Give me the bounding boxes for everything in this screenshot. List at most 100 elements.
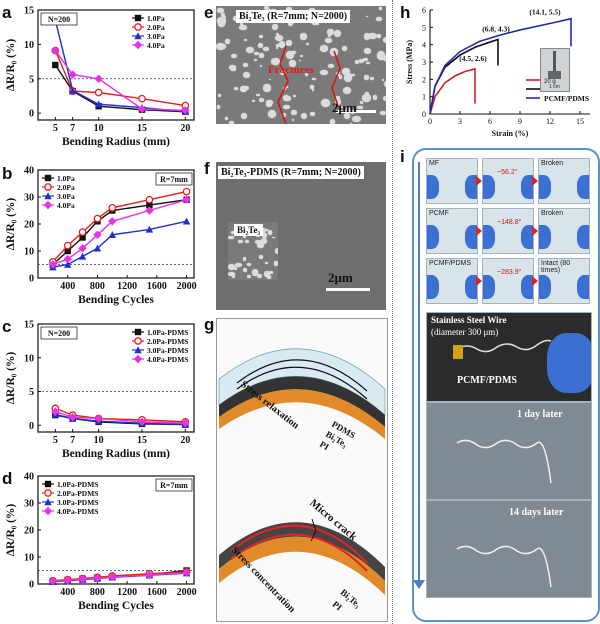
x-tick-label: 400 [60, 281, 75, 292]
data-point-2.0Pa [78, 228, 87, 236]
sem-grain [378, 6, 383, 10]
sem-grain [354, 60, 360, 64]
sem-grain [238, 239, 244, 243]
x-tick-label: 5 [53, 435, 58, 446]
chart-a: 5 7 10 15 20 0 5 10 15 Bending Radius (mm) ΔR/R₀ (… [5, 6, 195, 148]
bend-photo: PCMF [426, 208, 478, 254]
sem-grain [335, 98, 341, 105]
legend-label: 3.0Pa-PDMS [147, 346, 188, 355]
sem-grain [341, 45, 347, 52]
day1-wire [456, 439, 552, 484]
scale-text-f: 2μm [328, 270, 353, 285]
time-arrow-head [413, 580, 425, 589]
peak-annotation: (6.8, 4.3) [482, 24, 510, 33]
sem-grain [220, 44, 226, 49]
sem-grain [298, 60, 301, 62]
sem-grain [234, 263, 242, 268]
y-tick-label: 5 [29, 387, 34, 398]
panel-i-frame [412, 148, 600, 622]
series-line-2.0Pa [54, 50, 186, 107]
legend-marker [133, 354, 143, 364]
sem-grain [287, 20, 294, 27]
sem-grain [283, 105, 290, 110]
panel-label-b: b [2, 164, 13, 183]
bend-photo: Broken [538, 158, 590, 204]
sem-grain [324, 37, 332, 44]
data-point-3.0Pa [93, 244, 102, 252]
sem-grain [289, 60, 296, 67]
sem-grain [247, 275, 252, 279]
x-axis-label: Strain (%) [492, 129, 529, 138]
x-tick-label: 15 [137, 123, 147, 134]
panel-label-f: f [204, 159, 210, 178]
scale-bar-e [336, 110, 376, 113]
glove-right [521, 175, 533, 199]
data-point-2.0Pa [94, 88, 103, 97]
data-point-2.0Pa [182, 187, 191, 196]
sem-grain [242, 72, 250, 78]
condition-box [40, 326, 78, 340]
bend-photo: ~56.2° [482, 158, 534, 204]
data-point-4.0Pa-PDMS [78, 574, 87, 584]
sem-grain [268, 78, 271, 80]
x-tick-label: 20 [180, 123, 190, 134]
y-tick-label: 10 [24, 553, 34, 564]
data-point-4.0Pa-PDMS [182, 568, 191, 577]
scale-text-e: 2μm [332, 100, 357, 115]
sem-grain [218, 94, 222, 98]
data-point-1.0Pa [79, 234, 86, 241]
legend-label: 2.0Pa-PDMS [147, 337, 188, 346]
series-line-3.0Pa [54, 20, 186, 113]
data-point-2.0Pa [138, 94, 146, 103]
sem-grain [291, 118, 295, 121]
sem-grain [229, 64, 236, 70]
sem-grain [309, 85, 315, 89]
legend-label: 2.0Pa [147, 23, 165, 32]
panel-label-d: d [2, 469, 13, 488]
sem-grain [312, 78, 316, 81]
data-point-3.0Pa [182, 217, 191, 225]
sem-grain [364, 75, 370, 80]
x-tick-label: 800 [90, 587, 105, 598]
y-tick-label: 20 [24, 526, 34, 537]
plot-frame [37, 9, 195, 121]
x-tick-label: 1600 [147, 587, 167, 598]
sem-grain [245, 239, 250, 244]
sem-grain [276, 33, 279, 35]
legend-marker [44, 489, 52, 497]
legend-marker [134, 23, 142, 31]
legend-label: 4.0Pa-PDMS [57, 507, 98, 516]
divider [392, 0, 393, 624]
sem-grain [240, 113, 248, 119]
data-point-4.0Pa [145, 206, 154, 215]
legend-marker [44, 183, 52, 191]
sem-grain [246, 262, 252, 266]
sem-grain [351, 115, 361, 123]
sem-grain [357, 105, 363, 110]
sem-grain [255, 240, 262, 245]
y-tick-label: 10 [24, 247, 34, 258]
data-point-4.0Pa [94, 74, 103, 83]
sem-grain [281, 112, 286, 117]
data-point-2.0Pa [93, 214, 102, 223]
legend-marker [133, 40, 143, 50]
sem-grain [256, 93, 261, 97]
legend-label: 1.0Pa-PDMS [147, 328, 188, 337]
legend-marker [44, 498, 52, 506]
legend-label: 2.0Pa [57, 183, 75, 192]
sem-grain [244, 38, 248, 42]
data-point-1.0Pa [64, 247, 71, 255]
sem-grain [286, 6, 292, 13]
condition-label: N=200 [48, 15, 70, 24]
panel-label-e: e [204, 3, 214, 22]
sem-grain [246, 46, 255, 53]
legend-marker [44, 174, 52, 182]
sem-grain [228, 120, 234, 124]
sem-grain [224, 38, 231, 44]
sem-grain [261, 232, 268, 238]
glove-left [427, 175, 439, 199]
y-axis-label: ΔR/R₀ (%) [5, 352, 17, 405]
sem-grain [284, 95, 291, 102]
panel-label-i: i [400, 147, 405, 166]
